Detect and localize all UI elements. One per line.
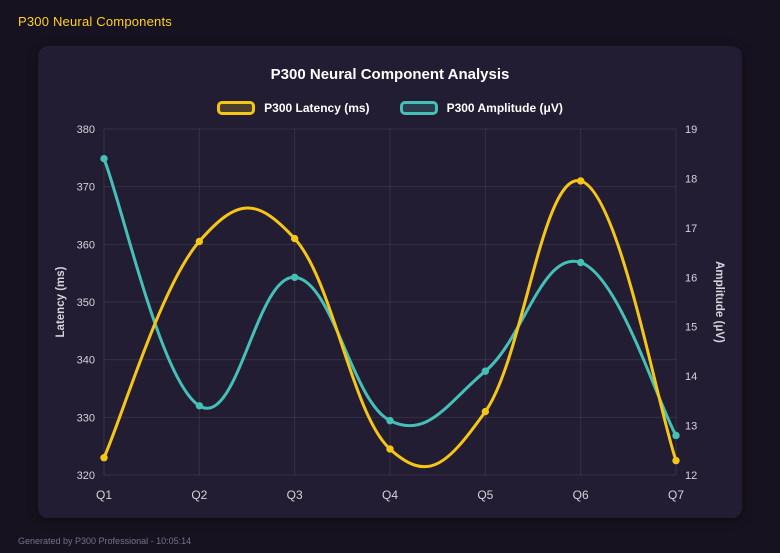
data-point xyxy=(481,407,490,416)
chart-area: 320 330 340 350 360 370 380 12 13 14 15 16 17 18 19 Q1 Q… xyxy=(52,123,728,528)
data-point xyxy=(195,402,204,410)
y-left-tick-label: 360 xyxy=(77,239,95,251)
data-point xyxy=(672,456,680,465)
y-right-tick-label: 16 xyxy=(685,272,697,284)
data-point xyxy=(386,445,394,453)
y-right-tick-label: 18 xyxy=(685,173,697,185)
y-right-tick-label: 14 xyxy=(685,371,697,383)
legend-item-0[interactable]: P300 Latency (ms) xyxy=(217,101,370,115)
x-tick-label: Q2 xyxy=(191,488,207,502)
x-tick-label: Q6 xyxy=(573,488,589,502)
y-right-axis-title: Amplitude (μV) xyxy=(713,261,725,343)
data-point xyxy=(386,416,394,425)
x-tick-label: Q3 xyxy=(287,488,303,502)
chart-legend: P300 Latency (ms) P300 Amplitude (μV) xyxy=(52,97,728,119)
legend-swatch-icon xyxy=(217,101,256,115)
x-tick-label: Q4 xyxy=(382,488,398,502)
y-left-tick-label: 340 xyxy=(77,355,95,367)
y-right-tick-label: 15 xyxy=(685,322,697,334)
data-point xyxy=(195,237,204,246)
data-point xyxy=(290,273,299,281)
data-point xyxy=(100,454,108,462)
data-point xyxy=(672,431,680,440)
x-tick-label: Q1 xyxy=(96,488,112,502)
y-right-tick-label: 19 xyxy=(685,124,697,136)
data-point xyxy=(290,234,299,243)
data-point xyxy=(576,177,585,185)
y-left-tick-label: 350 xyxy=(77,297,95,309)
legend-label: P300 Latency (ms) xyxy=(264,101,370,115)
legend-item-1[interactable]: P300 Amplitude (μV) xyxy=(399,101,563,115)
y-left-tick-label: 330 xyxy=(77,412,95,424)
footer-status: Generated by P300 Professional - 10:05:1… xyxy=(18,536,192,546)
x-tick-label: Q7 xyxy=(668,488,684,502)
y-left-axis-title: Latency (ms) xyxy=(55,266,67,337)
y-right-tick-label: 13 xyxy=(685,421,697,433)
y-left-tick-label: 370 xyxy=(77,182,95,194)
chart-card: P300 Neural Component Analysis P300 Late… xyxy=(38,46,742,518)
y-right-tick-label: 12 xyxy=(685,470,697,482)
data-point xyxy=(100,154,108,163)
data-point xyxy=(576,258,585,267)
data-point xyxy=(481,367,490,375)
page-title: P300 Neural Components xyxy=(18,14,172,29)
y-left-tick-label: 320 xyxy=(77,470,95,482)
chart-title: P300 Neural Component Analysis xyxy=(270,66,510,83)
y-left-tick-label: 380 xyxy=(77,124,95,136)
legend-swatch-icon xyxy=(399,101,438,115)
line-chart: 320 330 340 350 360 370 380 12 13 14 15 16 17 18 19 Q1 Q… xyxy=(55,124,725,502)
legend-label: P300 Amplitude (μV) xyxy=(446,101,563,115)
x-tick-label: Q5 xyxy=(477,488,493,502)
y-right-tick-label: 17 xyxy=(685,223,697,235)
